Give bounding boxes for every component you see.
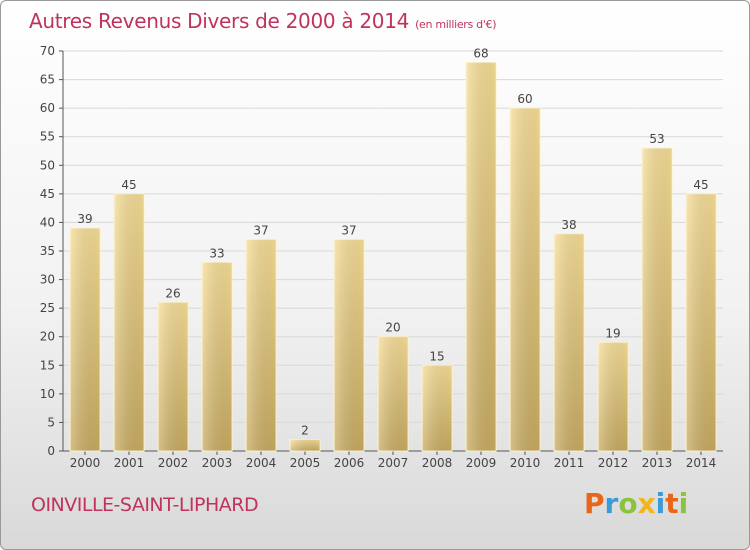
- bar-shade-2002: [158, 302, 188, 451]
- x-tick-label: 2002: [158, 456, 189, 470]
- y-tick-label: 0: [47, 444, 55, 458]
- y-tick-label: 55: [40, 130, 55, 144]
- value-labels: 39 45 26 33 37 2 37 20 15 68 60 38 19 53 45: [77, 46, 708, 437]
- x-tick-label: 2007: [378, 456, 409, 470]
- x-tick-label: 2003: [202, 456, 233, 470]
- bar-shade-2010: [510, 108, 540, 452]
- bar-shade-2011: [554, 233, 584, 451]
- chart-title-text: Autres Revenus Divers de 2000 à 2014: [29, 9, 410, 33]
- value-label: 26: [165, 286, 180, 300]
- y-tick-label: 70: [40, 44, 55, 58]
- y-tick-label: 15: [40, 358, 55, 372]
- x-tick-label: 2012: [598, 456, 629, 470]
- y-tick-label: 45: [40, 187, 55, 201]
- y-tick-label: 40: [40, 215, 55, 229]
- y-tick-label: 35: [40, 244, 55, 258]
- value-label: 20: [385, 321, 400, 335]
- commune-name: OINVILLE-SAINT-LIPHARD: [31, 494, 259, 516]
- value-label: 2: [301, 424, 309, 438]
- bar-shade-2005: [290, 439, 320, 451]
- value-label: 38: [561, 218, 576, 232]
- value-label: 15: [429, 349, 444, 363]
- bar-shade-2014: [686, 193, 716, 451]
- y-tick-label: 10: [40, 387, 55, 401]
- value-label: 37: [341, 224, 356, 238]
- value-label: 45: [121, 178, 136, 192]
- x-tick-label: 2009: [466, 456, 497, 470]
- value-label: 33: [209, 246, 224, 260]
- x-tick-label: 2000: [70, 456, 101, 470]
- logo-letter: o: [618, 487, 638, 520]
- x-tick-label: 2014: [686, 456, 717, 470]
- value-label: 68: [473, 46, 488, 60]
- chart-title: Autres Revenus Divers de 2000 à 2014 (en …: [29, 9, 497, 33]
- bar-shade-2012: [598, 342, 628, 451]
- logo-letter: r: [604, 487, 619, 520]
- bar-shade-2009: [466, 62, 496, 452]
- value-label: 39: [77, 212, 92, 226]
- x-tick-label: 2001: [114, 456, 145, 470]
- bar-shade-2007: [378, 336, 408, 451]
- bar-shade-2004: [246, 239, 276, 451]
- value-label: 60: [517, 92, 532, 106]
- y-tick-label: 20: [40, 330, 55, 344]
- x-tick-label: 2004: [246, 456, 277, 470]
- x-tick-label: 2010: [510, 456, 541, 470]
- y-tick-label: 5: [47, 415, 55, 429]
- bar-shade-2006: [334, 239, 364, 451]
- bar-shade-2008: [422, 365, 452, 451]
- bar-shade-2001: [114, 193, 144, 451]
- value-label: 45: [693, 178, 708, 192]
- chart-unit: (en milliers d'€): [415, 18, 497, 31]
- bar-shade-2003: [202, 262, 232, 451]
- x-tick-label: 2013: [642, 456, 673, 470]
- value-label: 53: [649, 132, 664, 146]
- y-tick-label: 65: [40, 73, 55, 87]
- value-label: 37: [253, 224, 268, 238]
- logo-letter: P: [584, 487, 605, 520]
- y-tick-label: 30: [40, 273, 55, 287]
- bar-shade-2000: [70, 228, 100, 451]
- x-tick-label: 2011: [554, 456, 585, 470]
- y-tick-label: 60: [40, 101, 55, 115]
- axes: 0 5 10 15 20 25 30 35 40 45 50 55 60 65 70 2000 2001 2002…: [40, 44, 723, 470]
- x-tick-label: 2005: [290, 456, 321, 470]
- logo-letter: i: [655, 487, 666, 520]
- logo-letter: t: [665, 487, 679, 520]
- bars: [69, 61, 717, 452]
- x-tick-label: 2008: [422, 456, 453, 470]
- bar-shade-2013: [642, 148, 672, 451]
- value-label: 19: [605, 326, 620, 340]
- proxiti-logo[interactable]: Proxiti: [584, 487, 688, 520]
- logo-letter: x: [637, 487, 656, 520]
- logo-letter: i: [678, 487, 689, 520]
- y-tick-label: 50: [40, 158, 55, 172]
- x-tick-label: 2006: [334, 456, 365, 470]
- y-tick-label: 25: [40, 301, 55, 315]
